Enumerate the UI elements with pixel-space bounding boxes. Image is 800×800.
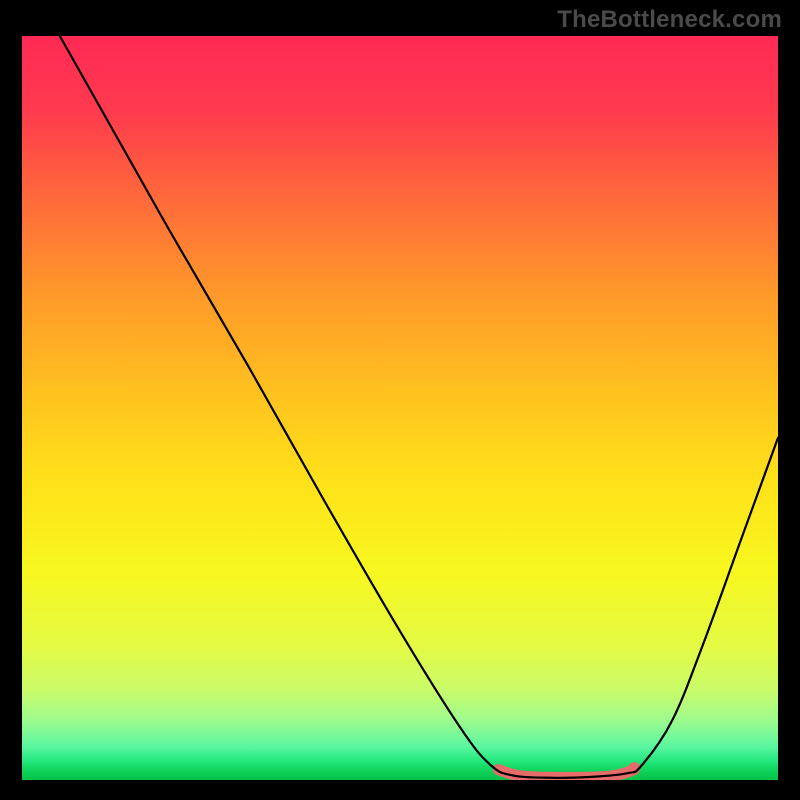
chart-frame: TheBottleneck.com — [0, 0, 800, 800]
watermark-text: TheBottleneck.com — [557, 6, 782, 34]
plot-area — [22, 36, 778, 780]
plot-svg — [22, 36, 778, 780]
gradient-background — [22, 36, 778, 780]
